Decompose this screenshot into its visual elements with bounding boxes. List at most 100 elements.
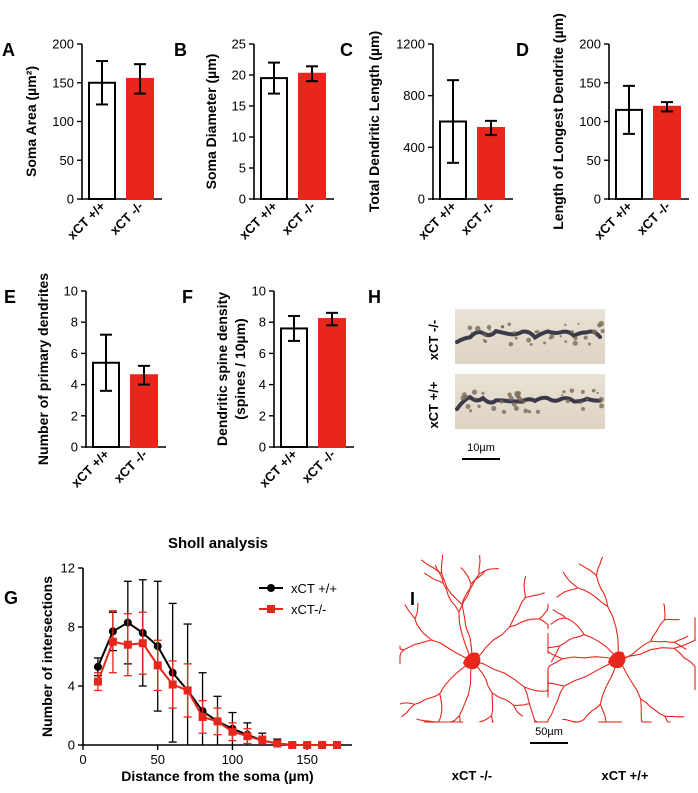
neurite bbox=[423, 572, 444, 584]
neurite bbox=[663, 603, 666, 620]
data-point bbox=[318, 741, 327, 749]
neurite bbox=[650, 619, 665, 642]
spine bbox=[488, 328, 491, 331]
neurite bbox=[478, 554, 481, 575]
y-tick-label: 6 bbox=[259, 346, 266, 361]
y-tick-label: 5 bbox=[239, 161, 246, 176]
neurite bbox=[650, 640, 675, 643]
spine bbox=[600, 328, 605, 334]
spine bbox=[499, 399, 504, 404]
spine bbox=[470, 331, 473, 334]
neurite bbox=[562, 656, 618, 661]
neurite bbox=[399, 645, 404, 651]
panel-letter-i: I bbox=[410, 589, 415, 609]
spine bbox=[598, 320, 604, 327]
neurite bbox=[563, 659, 618, 687]
spine bbox=[564, 340, 568, 344]
neurite bbox=[538, 618, 549, 630]
category-label: xCT -/- bbox=[111, 447, 150, 486]
neurite bbox=[595, 556, 604, 576]
category-label: xCT -/- bbox=[634, 199, 673, 238]
y-axis-label: Soma Diameter (µm) bbox=[203, 54, 219, 190]
data-point bbox=[168, 680, 177, 689]
neurite bbox=[458, 611, 473, 662]
y-tick-label: 100 bbox=[52, 114, 74, 129]
panel-letter-a: A bbox=[2, 40, 15, 60]
spine bbox=[591, 329, 597, 335]
neurite bbox=[534, 720, 537, 723]
neurite bbox=[559, 634, 585, 647]
spine bbox=[594, 334, 597, 337]
panel-h: H xCT -/- xCT +/+ 10µm bbox=[368, 287, 605, 460]
y-axis-label: Length of Longest Dendrite (µm) bbox=[550, 13, 566, 230]
bar-ko bbox=[126, 77, 154, 200]
neurite bbox=[674, 635, 689, 643]
neurite bbox=[421, 559, 442, 574]
neurite bbox=[640, 699, 644, 723]
neurite bbox=[461, 604, 473, 662]
y-axis-label: Number of primary dendrites bbox=[35, 273, 51, 465]
y-tick-label: 150 bbox=[52, 75, 74, 90]
y-tick-label: 8 bbox=[68, 620, 75, 635]
spine bbox=[549, 333, 555, 339]
h-label-bottom: xCT +/+ bbox=[426, 381, 441, 428]
soma bbox=[608, 651, 626, 669]
y-tick-label: 2 bbox=[259, 408, 266, 423]
neurite bbox=[640, 698, 666, 717]
neurite bbox=[399, 702, 415, 705]
y-tick-label: 100 bbox=[579, 114, 601, 129]
data-point bbox=[273, 739, 282, 748]
spine bbox=[512, 331, 516, 335]
panel-letter-f: F bbox=[182, 287, 193, 307]
x-tick-label: 100 bbox=[222, 752, 244, 767]
spine bbox=[577, 322, 580, 325]
spine bbox=[559, 335, 562, 338]
y-tick-label: 10 bbox=[252, 284, 266, 299]
neurite bbox=[673, 647, 696, 671]
spine bbox=[529, 342, 533, 346]
series-ko bbox=[93, 610, 342, 749]
neurite bbox=[438, 693, 443, 723]
data-point bbox=[153, 661, 162, 670]
neurite bbox=[470, 571, 485, 585]
h-label-top: xCT -/- bbox=[426, 320, 441, 360]
neurite bbox=[414, 693, 441, 705]
neurite bbox=[523, 686, 536, 721]
data-point bbox=[138, 639, 147, 648]
y-tick-label: 8 bbox=[71, 315, 78, 330]
spine bbox=[591, 388, 596, 393]
spine bbox=[475, 325, 481, 332]
spine bbox=[482, 338, 486, 342]
y-tick-label: 50 bbox=[587, 153, 601, 168]
spine bbox=[579, 401, 582, 405]
spine bbox=[508, 395, 514, 401]
spine bbox=[523, 408, 529, 414]
soma bbox=[463, 652, 481, 670]
neurite bbox=[436, 715, 460, 723]
spine bbox=[583, 335, 588, 340]
y-tick-label: 200 bbox=[579, 37, 601, 52]
spine bbox=[500, 325, 504, 329]
neurite bbox=[441, 573, 463, 605]
neurite bbox=[550, 645, 560, 663]
neurite bbox=[399, 649, 405, 665]
y-tick-label: 0 bbox=[418, 192, 425, 207]
bar-panel-d: D 0 50 100 150 200 Length of Longest Dendrite … bbox=[516, 13, 689, 242]
neurite bbox=[471, 660, 525, 688]
neurite bbox=[403, 639, 432, 651]
i-label-left: xCT -/- bbox=[452, 768, 492, 783]
x-tick-label: 0 bbox=[79, 752, 86, 767]
y-tick-label: 0 bbox=[67, 192, 74, 207]
spine bbox=[536, 329, 540, 334]
neurite bbox=[552, 609, 566, 619]
y-tick-label: 200 bbox=[52, 37, 74, 52]
neurite bbox=[479, 715, 492, 723]
neurite bbox=[556, 587, 578, 598]
neurite bbox=[414, 618, 432, 641]
panel-letter-b: B bbox=[174, 40, 187, 60]
